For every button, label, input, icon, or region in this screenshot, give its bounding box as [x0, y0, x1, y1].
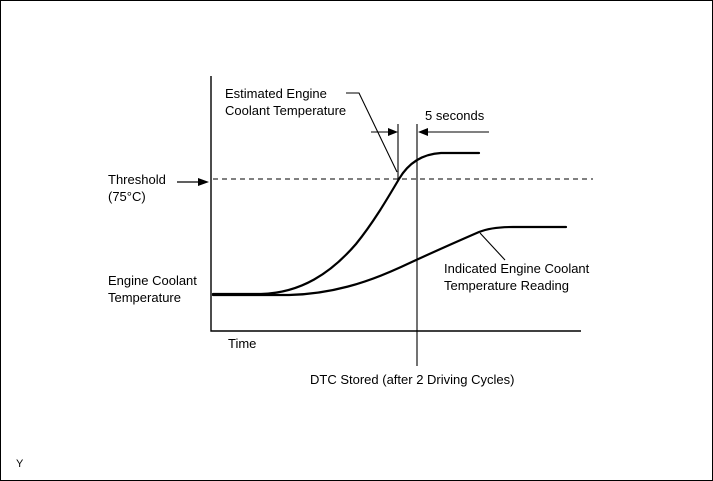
threshold-label: Threshold (75°C) — [108, 172, 166, 204]
interval-arrow-right-icon — [388, 128, 398, 136]
estimated-curve — [211, 151, 481, 296]
threshold-arrowhead-icon — [198, 178, 209, 186]
indicated-leader-line — [479, 232, 506, 261]
interval-label: 5 seconds — [425, 108, 485, 123]
axes — [210, 76, 581, 332]
estimated-temperature-label: Estimated Engine Coolant Temperature — [225, 86, 347, 118]
y-axis-label: Engine Coolant Temperature — [108, 273, 197, 305]
page-footnote: Y — [16, 458, 24, 470]
estimated-leader-line — [346, 92, 398, 173]
indicated-curve — [211, 225, 568, 297]
interval-arrow-left-icon — [418, 128, 428, 136]
x-axis-label: Time — [228, 336, 257, 351]
indicated-temperature-label: Indicated Engine Coolant Temperature Rea… — [444, 261, 590, 293]
dtc-stored-label: DTC Stored (after 2 Driving Cycles) — [310, 372, 515, 387]
